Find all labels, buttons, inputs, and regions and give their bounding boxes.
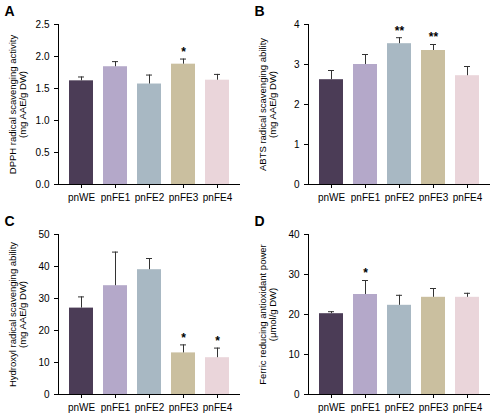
svg-text:40: 40 <box>288 229 300 240</box>
svg-text:pnFE4: pnFE4 <box>203 192 233 203</box>
svg-text:pnFE3: pnFE3 <box>169 402 199 413</box>
svg-text:0: 0 <box>294 389 300 400</box>
svg-text:2.5: 2.5 <box>36 19 50 30</box>
svg-text:C: C <box>5 213 15 229</box>
svg-text:pnWE: pnWE <box>68 192 96 203</box>
svg-text:B: B <box>255 3 265 19</box>
svg-text:pnFE2: pnFE2 <box>385 402 415 413</box>
svg-text:30: 30 <box>38 293 50 304</box>
svg-text:pnWE: pnWE <box>68 402 96 413</box>
svg-text:1.0: 1.0 <box>36 115 50 126</box>
svg-text:2: 2 <box>294 99 300 110</box>
svg-text:3: 3 <box>294 59 300 70</box>
svg-text:2.0: 2.0 <box>36 51 50 62</box>
svg-text:DPPH radical scavenging activi: DPPH radical scavenging activity(mg AAE/… <box>7 35 28 175</box>
svg-text:A: A <box>5 3 15 19</box>
svg-text:pnFE2: pnFE2 <box>135 402 165 413</box>
svg-text:pnFE4: pnFE4 <box>203 402 233 413</box>
svg-text:pnFE3: pnFE3 <box>169 192 199 203</box>
svg-text:0.0: 0.0 <box>36 179 50 190</box>
svg-text:4: 4 <box>294 19 300 30</box>
svg-text:Hydroxyl radical scavenging ab: Hydroxyl radical scavenging ability(mg A… <box>7 242 28 387</box>
svg-text:pnWE: pnWE <box>318 402 346 413</box>
svg-text:**: ** <box>395 24 405 38</box>
svg-text:*: * <box>181 331 186 345</box>
svg-text:1.5: 1.5 <box>36 83 50 94</box>
svg-text:10: 10 <box>38 357 50 368</box>
svg-text:20: 20 <box>38 325 50 336</box>
svg-text:pnFE3: pnFE3 <box>419 192 449 203</box>
svg-text:pnFE3: pnFE3 <box>419 402 449 413</box>
svg-text:pnFE1: pnFE1 <box>351 192 381 203</box>
svg-text:pnWE: pnWE <box>318 192 346 203</box>
svg-text:50: 50 <box>38 229 50 240</box>
svg-text:**: ** <box>429 30 439 44</box>
svg-text:ABTS radical scavenging abilit: ABTS radical scavenging ability(mg AAE/g… <box>257 38 278 171</box>
svg-text:pnFE1: pnFE1 <box>351 402 381 413</box>
svg-text:30: 30 <box>288 269 300 280</box>
svg-text:pnFE4: pnFE4 <box>453 192 483 203</box>
svg-text:1: 1 <box>294 139 300 150</box>
svg-text:pnFE4: pnFE4 <box>453 402 483 413</box>
svg-text:pnFE1: pnFE1 <box>101 192 131 203</box>
svg-text:0: 0 <box>44 389 50 400</box>
svg-text:*: * <box>363 266 368 280</box>
svg-text:*: * <box>181 45 186 59</box>
svg-text:pnFE1: pnFE1 <box>101 402 131 413</box>
svg-text:10: 10 <box>288 349 300 360</box>
svg-text:pnFE2: pnFE2 <box>135 192 165 203</box>
svg-text:Ferric reducing antioxidant po: Ferric reducing antioxidant power(μmol/g… <box>257 244 278 384</box>
svg-text:0: 0 <box>294 179 300 190</box>
svg-text:pnFE2: pnFE2 <box>385 192 415 203</box>
svg-text:20: 20 <box>288 309 300 320</box>
svg-text:D: D <box>255 213 265 229</box>
svg-text:40: 40 <box>38 261 50 272</box>
svg-text:0.5: 0.5 <box>36 147 50 158</box>
svg-text:*: * <box>215 334 220 348</box>
